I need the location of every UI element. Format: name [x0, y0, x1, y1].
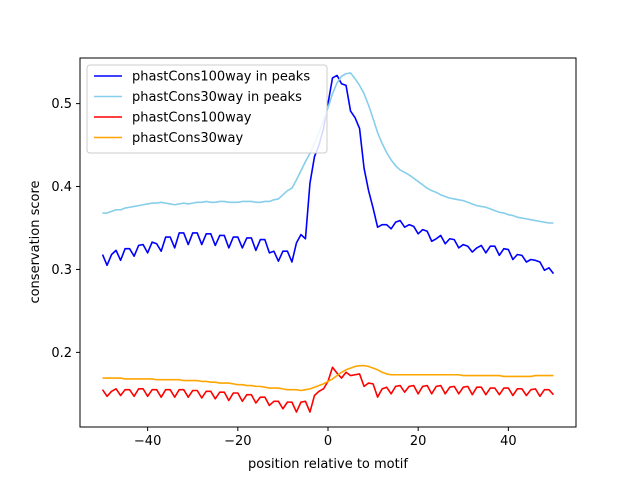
x-tick-label: 0	[324, 434, 332, 449]
plot-lines	[101, 72, 555, 413]
x-tick-label: −20	[224, 434, 251, 449]
series-line-3	[102, 364, 554, 392]
legend-label-0: phastCons100way in peaks	[132, 70, 310, 85]
series-line-2	[101, 366, 555, 413]
y-tick-label: 0.3	[51, 263, 72, 278]
x-tick-label: 40	[500, 434, 517, 449]
y-axis-label: conservation score	[28, 180, 43, 303]
legend-label-3: phastCons30way	[132, 131, 244, 146]
legend-box	[86, 64, 328, 154]
x-axis-label: position relative to motif	[248, 457, 408, 472]
series-line-0	[101, 74, 555, 275]
legend-label-2: phastCons100way	[132, 111, 252, 126]
y-tick-label: 0.2	[51, 346, 72, 361]
x-tick-label: 20	[410, 434, 427, 449]
y-tick-label: 0.5	[51, 97, 72, 112]
x-tick-label: −40	[134, 434, 161, 449]
series-line-1	[102, 72, 554, 224]
x-axis: −40 −20 0 20 40	[134, 427, 517, 449]
legend-label-1: phastCons30way in peaks	[132, 90, 302, 105]
y-tick-label: 0.4	[51, 180, 72, 195]
y-axis: 0.2 0.3 0.4 0.5	[51, 97, 80, 361]
legend: phastCons100way in peaks phastCons30way i…	[86, 64, 328, 154]
